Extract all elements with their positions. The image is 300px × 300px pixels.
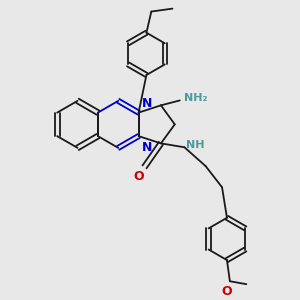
Text: NH: NH — [186, 140, 205, 150]
Text: O: O — [222, 285, 232, 298]
Text: O: O — [133, 170, 144, 183]
Text: N: N — [142, 141, 152, 154]
Text: N: N — [142, 97, 152, 110]
Text: NH₂: NH₂ — [184, 92, 207, 103]
